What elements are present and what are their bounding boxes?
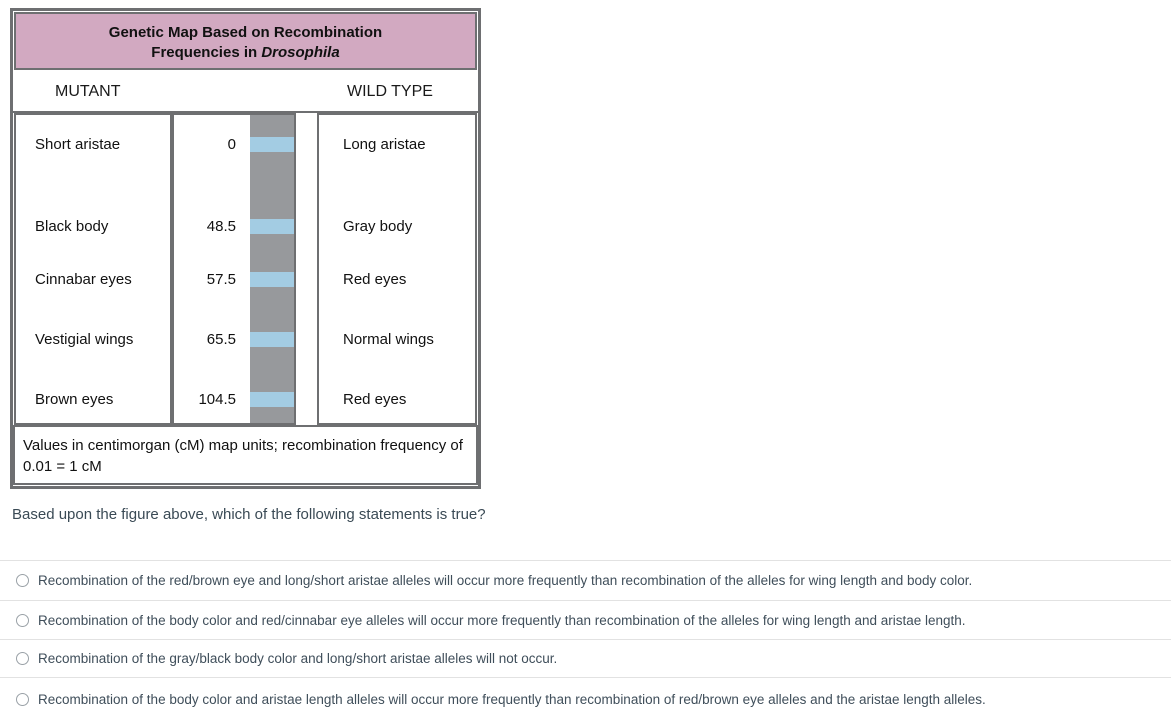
locus-band — [250, 219, 294, 234]
cm-value: 65.5 — [206, 331, 236, 348]
mutant-label: Black body — [35, 218, 109, 235]
answer-option-label: Recombination of the body color and red/… — [38, 612, 966, 628]
answer-option-3[interactable]: Recombination of the gray/black body col… — [0, 639, 1171, 677]
question-text: Based upon the figure above, which of th… — [12, 506, 486, 523]
cm-value: 0 — [227, 136, 236, 153]
wildtype-label: Long aristae — [343, 136, 426, 153]
answer-option-2[interactable]: Recombination of the body color and red/… — [0, 600, 1171, 639]
figure-title-line1: Genetic Map Based on Recombination — [108, 24, 383, 41]
mutant-label: Vestigial wings — [35, 331, 134, 348]
wildtype-label: Red eyes — [343, 391, 407, 408]
map-units-column: 0 48.5 57.5 65.5 104.5 — [172, 113, 296, 425]
mutant-label: Brown eyes — [35, 391, 114, 408]
genetic-map-figure: Genetic Map Based on Recombination Frequ… — [10, 8, 481, 489]
answer-option-label: Recombination of the body color and aris… — [38, 692, 986, 707]
radio-button[interactable] — [16, 574, 29, 587]
column-header-mutant: MUTANT — [55, 83, 121, 100]
wildtype-label: Gray body — [343, 218, 413, 235]
mutant-label: Short aristae — [35, 136, 121, 153]
answer-option-label: Recombination of the gray/black body col… — [38, 651, 558, 666]
radio-button[interactable] — [16, 613, 29, 627]
cm-value: 48.5 — [206, 218, 236, 235]
mutant-label: Cinnabar eyes — [35, 271, 132, 288]
locus-band — [250, 332, 294, 347]
wildtype-column: Long aristae Gray body Red eyes Normal w… — [317, 113, 477, 425]
figure-inner: Genetic Map Based on Recombination Frequ… — [13, 11, 478, 486]
wildtype-label: Red eyes — [343, 271, 407, 288]
radio-button[interactable] — [16, 693, 29, 706]
chromosome-bar — [250, 115, 294, 423]
cm-value: 104.5 — [198, 391, 236, 408]
locus-band — [250, 392, 294, 407]
figure-title-species: Drosophila — [261, 44, 340, 61]
mutant-column: Short aristae Black body Cinnabar eyes V… — [14, 113, 172, 425]
cm-value: 57.5 — [206, 271, 236, 288]
answer-option-label: Recombination of the red/brown eye and l… — [38, 573, 973, 588]
column-header-wildtype: WILD TYPE — [347, 83, 433, 100]
answer-options-list: Recombination of the red/brown eye and l… — [0, 560, 1171, 721]
answer-option-1[interactable]: Recombination of the red/brown eye and l… — [0, 560, 1171, 600]
locus-band — [250, 272, 294, 287]
figure-title-line2-prefix: Frequencies in — [151, 44, 262, 61]
radio-button[interactable] — [16, 652, 29, 665]
answer-option-4[interactable]: Recombination of the body color and aris… — [0, 677, 1171, 721]
figure-footnote: Values in centimorgan (cM) map units; re… — [13, 425, 478, 485]
figure-title: Genetic Map Based on Recombination Frequ… — [14, 12, 477, 70]
wildtype-label: Normal wings — [343, 331, 434, 348]
locus-band — [250, 137, 294, 152]
column-header-row: MUTANT WILD TYPE — [13, 70, 478, 113]
